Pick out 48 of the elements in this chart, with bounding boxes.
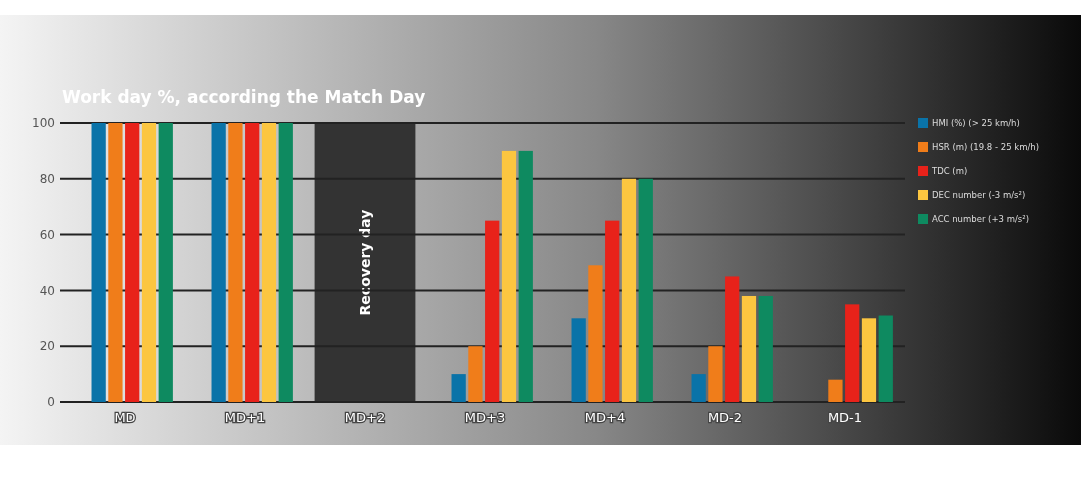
bar — [571, 318, 586, 402]
y-tick-label: 20 — [39, 339, 55, 354]
legend-label: HMI (%) (> 25 km/h) — [932, 117, 1020, 128]
bar — [261, 123, 277, 402]
x-tick-label: MD+1 — [224, 410, 266, 425]
bar — [518, 150, 533, 402]
bar — [758, 295, 773, 402]
legend-label: ACC number (+3 m/s²) — [932, 213, 1029, 224]
y-tick-label: 60 — [39, 227, 55, 242]
bar — [588, 265, 603, 402]
legend-label: DEC number (-3 m/s²) — [932, 189, 1026, 200]
bar — [91, 123, 106, 402]
bar — [228, 123, 243, 402]
legend-label: TDC (m) — [931, 165, 968, 176]
x-tick-label: MD-2 — [707, 410, 743, 425]
bar — [245, 123, 260, 402]
y-tick-label: 40 — [39, 283, 55, 298]
bar — [741, 295, 757, 402]
x-tick-label: MD-1 — [827, 410, 863, 425]
bar — [108, 123, 123, 402]
bar — [845, 304, 860, 402]
bar — [468, 346, 483, 402]
x-tick-label: MD+2 — [344, 410, 386, 425]
bar — [621, 178, 637, 402]
x-tick-label: MD+4 — [584, 410, 626, 425]
bar — [451, 374, 466, 402]
bar — [141, 123, 157, 402]
bar — [725, 276, 740, 402]
bar — [278, 123, 293, 402]
x-tick-label: MD+3 — [464, 410, 506, 425]
legend-label: HSR (m) (19.8 - 25 km/h) — [932, 141, 1040, 152]
bar — [638, 178, 653, 402]
bar — [861, 318, 877, 402]
bar — [125, 123, 140, 402]
y-tick-label: 80 — [39, 172, 55, 186]
bar — [828, 379, 843, 402]
y-tick-label: 100 — [32, 116, 55, 131]
bar — [605, 220, 620, 402]
x-tick-label: MD — [114, 410, 136, 425]
bar — [691, 374, 706, 402]
band-label: Recovery day — [357, 209, 373, 316]
y-tick-label: 0 — [47, 395, 55, 410]
bar — [158, 123, 173, 402]
bar — [211, 123, 226, 402]
bar — [878, 315, 893, 402]
bar — [501, 150, 517, 402]
bar — [708, 346, 723, 402]
bar — [485, 220, 500, 402]
